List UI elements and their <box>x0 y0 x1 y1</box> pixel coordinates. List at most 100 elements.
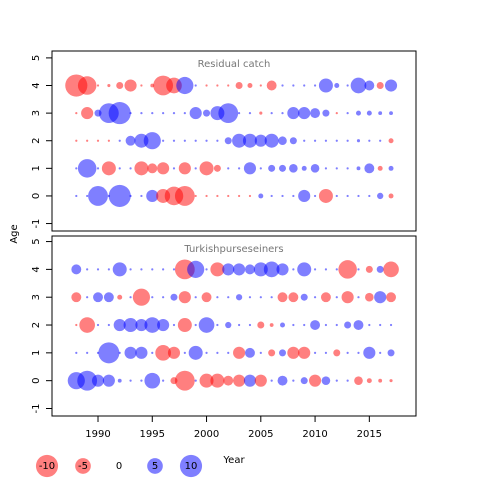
bubble <box>210 262 225 277</box>
bubble <box>86 268 89 271</box>
bubble <box>279 349 287 357</box>
bubble <box>277 292 288 303</box>
bubble <box>303 84 306 87</box>
bubble <box>277 375 288 386</box>
bubble <box>183 351 186 354</box>
bubble <box>318 78 333 93</box>
bubble <box>313 84 317 87</box>
bubble <box>357 351 360 354</box>
bubble <box>324 323 328 327</box>
bubble <box>324 139 328 142</box>
bubble <box>162 268 165 271</box>
panel-frame <box>51 235 417 417</box>
bubble <box>357 194 360 198</box>
bubble <box>203 109 211 117</box>
bubble <box>324 351 328 354</box>
bubble <box>176 76 194 95</box>
bubble <box>243 162 257 175</box>
bubble <box>116 82 124 90</box>
y-tick-label: 3 <box>31 294 42 300</box>
bubble <box>379 351 382 354</box>
bubble <box>237 323 241 327</box>
bubble <box>91 374 105 387</box>
bubble <box>346 112 349 115</box>
bubble <box>237 167 241 170</box>
bubble <box>140 379 143 382</box>
bubble <box>140 112 143 115</box>
bubble <box>77 159 97 178</box>
bubble <box>194 296 197 299</box>
bubble <box>194 323 197 327</box>
bubble <box>140 194 143 198</box>
bubble <box>129 296 132 299</box>
bubble <box>245 347 255 358</box>
bubble <box>268 349 276 357</box>
bubble <box>75 194 78 198</box>
bubble <box>341 291 354 304</box>
bubble <box>170 293 178 301</box>
bubble <box>346 351 349 354</box>
bubble <box>213 164 221 172</box>
y-tick-label: 3 <box>31 110 42 116</box>
legend-bubble <box>35 454 59 478</box>
bubble <box>357 296 360 299</box>
bubble <box>155 345 171 361</box>
bubble <box>227 296 230 299</box>
bubble <box>389 379 393 383</box>
bubble <box>98 342 120 364</box>
bubble <box>205 268 208 271</box>
bubble <box>107 323 110 327</box>
bubble <box>107 268 110 271</box>
bubble <box>144 372 161 389</box>
bubble <box>379 323 382 327</box>
bubble <box>387 349 395 357</box>
bubble <box>151 351 154 354</box>
bubble <box>205 194 208 198</box>
bubble <box>287 107 300 120</box>
bubble <box>243 374 257 387</box>
bubble <box>376 82 384 90</box>
bubble <box>129 167 132 170</box>
bubble <box>96 84 100 87</box>
bubble <box>353 320 364 330</box>
bubble <box>113 318 126 332</box>
bubble <box>86 351 89 354</box>
bubble <box>278 136 287 146</box>
bubble <box>79 317 95 333</box>
bubble <box>335 194 338 198</box>
bubble <box>334 83 340 88</box>
bubble <box>254 374 267 387</box>
bubble <box>198 317 215 333</box>
bubble <box>187 260 205 278</box>
bubble <box>379 139 382 142</box>
panel-title: Turkishpurseseiners <box>183 244 283 255</box>
bubble <box>354 376 363 385</box>
bubble <box>257 321 265 329</box>
x-tick-label: 1990 <box>85 429 110 440</box>
bubble <box>247 83 253 88</box>
bubble <box>344 321 352 329</box>
legend-label: -10 <box>39 461 55 472</box>
bubble <box>253 262 268 277</box>
bubble <box>270 112 273 115</box>
y-tick-label: 0 <box>31 377 42 383</box>
bubble <box>289 137 297 145</box>
bubble <box>227 167 230 170</box>
bubble <box>71 292 82 303</box>
bubble <box>233 346 246 359</box>
y-tick-label: 5 <box>31 55 42 61</box>
bubble <box>86 139 89 142</box>
bubble <box>292 268 295 271</box>
y-tick-label: 4 <box>31 266 42 272</box>
bubble <box>235 294 243 301</box>
bubble <box>254 134 267 147</box>
bubble <box>174 370 195 391</box>
x-tick-label: 2010 <box>302 429 327 440</box>
bubble <box>300 377 308 385</box>
bubble <box>259 351 262 354</box>
bubble <box>167 346 181 359</box>
bubble <box>276 263 289 276</box>
bubble <box>335 112 338 115</box>
bubble <box>356 110 361 116</box>
x-axis-label: Year <box>222 455 245 466</box>
